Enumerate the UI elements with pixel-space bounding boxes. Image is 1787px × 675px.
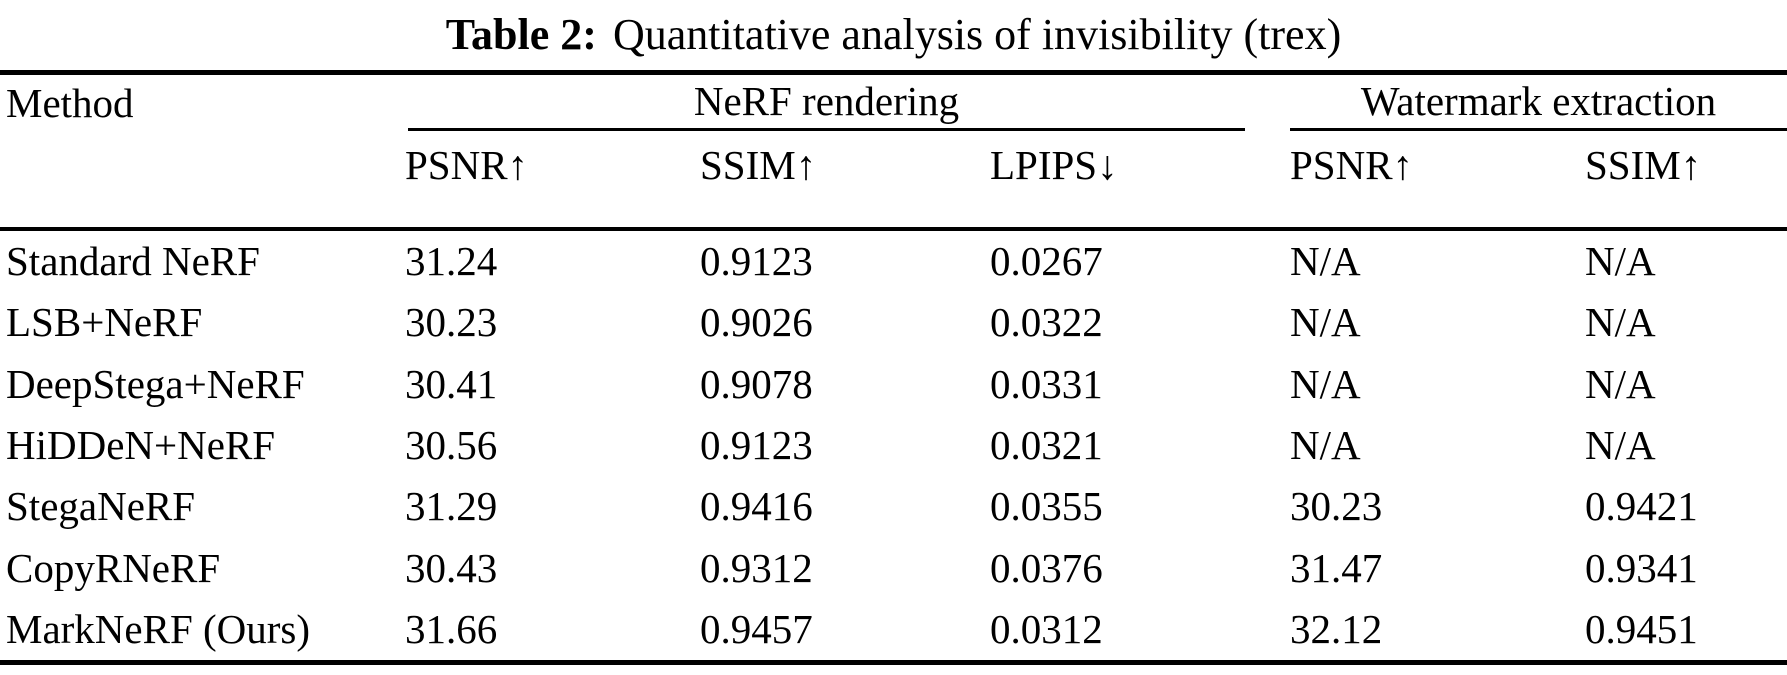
cell-nerf-psnr: 31.66 [405, 605, 498, 652]
cell-watermark-ssim: N/A [1585, 299, 1656, 346]
column-header-watermark-psnr: PSNR↑ [1290, 142, 1414, 188]
cell-nerf-psnr: 31.29 [405, 483, 498, 530]
cell-nerf-psnr: 31.24 [405, 238, 498, 285]
cell-method: DeepStega+NeRF [6, 360, 305, 407]
cell-nerf-lpips: 0.0376 [990, 544, 1103, 591]
table-caption: Table 2: Quantitative analysis of invisi… [0, 0, 1787, 70]
cell-nerf-lpips: 0.0321 [990, 422, 1103, 469]
column-group-nerf-rendering: NeRF rendering [408, 75, 1245, 131]
cell-nerf-psnr: 30.56 [405, 422, 498, 469]
cell-nerf-ssim: 0.9123 [700, 238, 813, 285]
cell-watermark-psnr: N/A [1290, 238, 1361, 285]
cell-watermark-ssim: 0.9451 [1585, 605, 1698, 652]
cell-nerf-ssim: 0.9457 [700, 605, 813, 652]
cell-watermark-psnr: 32.12 [1290, 605, 1383, 652]
cell-nerf-lpips: 0.0331 [990, 360, 1103, 407]
cell-watermark-psnr: N/A [1290, 422, 1361, 469]
column-header-nerf-ssim: SSIM↑ [700, 142, 817, 188]
cell-watermark-ssim: N/A [1585, 238, 1656, 285]
cell-nerf-psnr: 30.43 [405, 544, 498, 591]
cell-watermark-ssim: 0.9421 [1585, 483, 1698, 530]
column-header-nerf-psnr: PSNR↑ [405, 142, 529, 188]
column-header-nerf-lpips: LPIPS↓ [990, 142, 1118, 188]
results-table: Method NeRF rendering Watermark extracti… [0, 70, 1787, 666]
cell-nerf-ssim: 0.9026 [700, 299, 813, 346]
cell-method: LSB+NeRF [6, 299, 203, 346]
cell-watermark-ssim: N/A [1585, 360, 1656, 407]
cell-method: StegaNeRF [6, 483, 196, 530]
cell-watermark-psnr: N/A [1290, 360, 1361, 407]
cell-nerf-ssim: 0.9123 [700, 422, 813, 469]
cell-nerf-lpips: 0.0267 [990, 238, 1103, 285]
cell-watermark-psnr: 31.47 [1290, 544, 1383, 591]
cell-watermark-ssim: N/A [1585, 422, 1656, 469]
cell-nerf-ssim: 0.9312 [700, 544, 813, 591]
cell-nerf-lpips: 0.0355 [990, 483, 1103, 530]
table-caption-number: Table 2: [445, 10, 597, 59]
header-body-divider [0, 227, 1787, 231]
cell-nerf-psnr: 30.23 [405, 299, 498, 346]
column-group-watermark-extraction: Watermark extraction [1290, 75, 1787, 131]
column-header-watermark-ssim: SSIM↑ [1585, 142, 1702, 188]
column-header-method: Method [6, 80, 134, 126]
cell-nerf-psnr: 30.41 [405, 360, 498, 407]
cell-method: Standard NeRF [6, 238, 260, 285]
cell-nerf-ssim: 0.9416 [700, 483, 813, 530]
cell-method: CopyRNeRF [6, 544, 221, 591]
cell-nerf-lpips: 0.0322 [990, 299, 1103, 346]
cell-nerf-ssim: 0.9078 [700, 360, 813, 407]
cell-watermark-ssim: 0.9341 [1585, 544, 1698, 591]
cell-nerf-lpips: 0.0312 [990, 605, 1103, 652]
cell-method: HiDDeN+NeRF [6, 422, 276, 469]
cell-method: MarkNeRF (Ours) [6, 605, 311, 652]
table-caption-text: Quantitative analysis of invisibility (t… [612, 10, 1342, 59]
cell-watermark-psnr: 30.23 [1290, 483, 1383, 530]
cell-watermark-psnr: N/A [1290, 299, 1361, 346]
